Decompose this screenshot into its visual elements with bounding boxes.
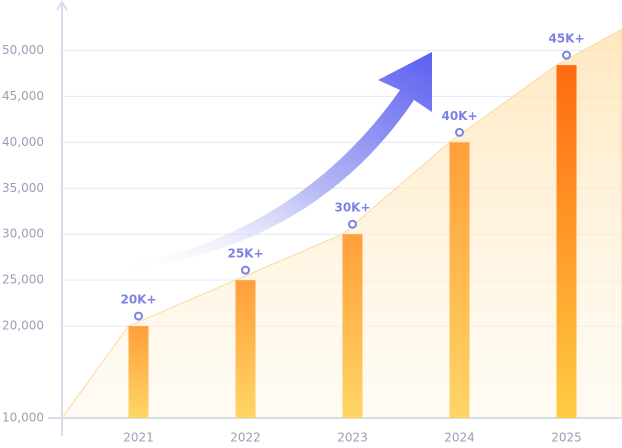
value-label: 20K+ [120,293,156,307]
y-tick-label: 30,000 [2,227,44,241]
y-axis-arrow [56,0,68,11]
value-marker [562,50,571,60]
y-tick-label: 10,000 [2,411,44,425]
value-label: 40K+ [441,109,477,123]
value-marker [348,219,357,229]
x-tick-label: 2023 [337,431,368,445]
y-tick-label: 35,000 [2,181,44,195]
value-label: 25K+ [227,247,263,261]
bar [235,280,256,418]
y-tick-label: 40,000 [2,135,44,149]
x-tick-label: 2022 [230,431,261,445]
bar [342,234,363,418]
x-tick-label: 2024 [444,431,475,445]
value-marker [241,265,250,275]
x-tick-label: 2025 [551,431,582,445]
x-tick-label: 2021 [123,431,154,445]
bar [449,142,470,418]
value-marker [134,311,143,321]
growth-arrow [110,52,432,270]
value-label: 45K+ [548,32,584,46]
bar [556,65,577,418]
y-tick-label: 20,000 [2,319,44,333]
y-tick-label: 25,000 [2,273,44,287]
y-tick-label: 50,000 [2,43,44,57]
y-tick-label: 45,000 [2,89,44,103]
value-label: 30K+ [334,201,370,215]
value-marker [455,127,464,137]
bar [128,326,149,418]
